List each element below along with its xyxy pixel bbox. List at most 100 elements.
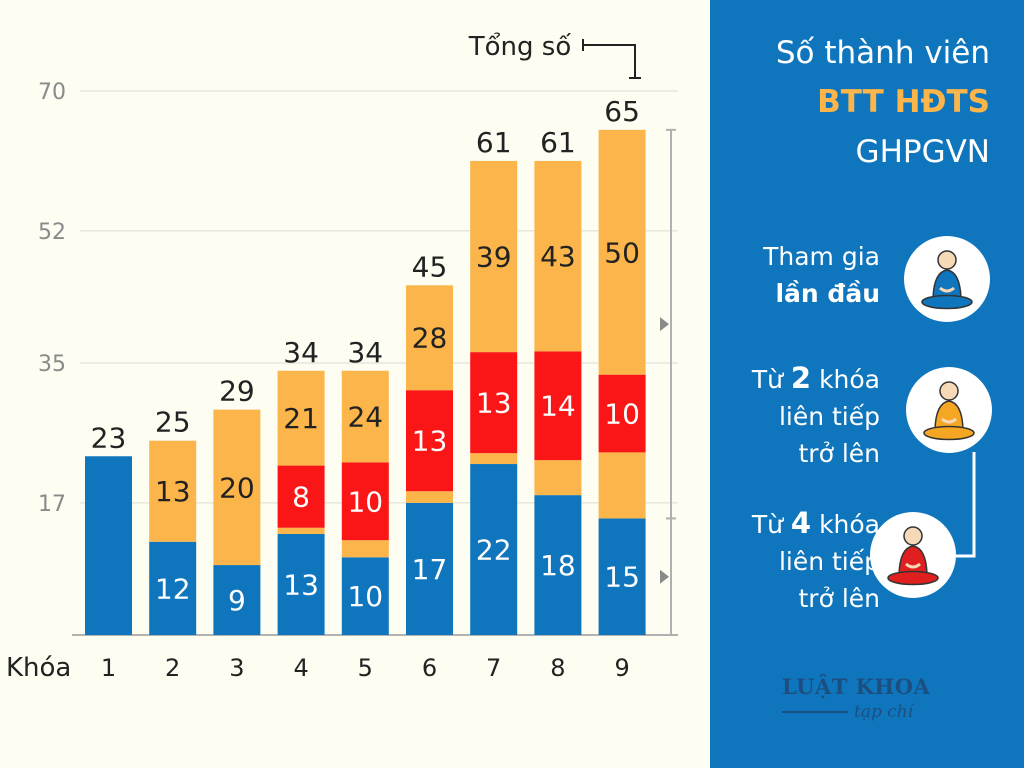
bar-segment-s1 [470, 464, 518, 635]
bar-segment-s2 [598, 452, 646, 519]
segment-label: 43 [540, 240, 576, 273]
bar-segment-s1 [534, 495, 582, 635]
bar-segment-s1 [213, 565, 261, 635]
panel-title-line-1: Số thành viên [775, 35, 990, 71]
x-tick-label: 3 [229, 654, 244, 682]
bar-segment-s2 [406, 491, 453, 503]
segment-label: 22 [476, 534, 512, 567]
legend-four-terms-line2: liên tiếp [778, 547, 880, 576]
segment-label: 10 [347, 580, 383, 613]
segment-label: 13 [412, 425, 448, 458]
segment-label: 8 [292, 481, 310, 514]
bar-segment-s1 [406, 502, 453, 635]
total-label-connector [583, 44, 636, 78]
segment-label: 50 [604, 236, 640, 269]
legend-first-time: Tham gia lần đầu [763, 238, 880, 312]
bar-segment-s1 [85, 456, 132, 635]
bar-segment-s3 [534, 351, 582, 461]
segment-label: 12 [155, 572, 191, 605]
segment-label: 39 [476, 241, 512, 274]
bar-segment-s2 [341, 540, 389, 558]
bars-layer [85, 129, 646, 635]
bar-total-label: 34 [347, 336, 383, 369]
segment-label: 15 [604, 561, 640, 594]
segment-label: 24 [347, 401, 383, 434]
x-tick-label: 6 [422, 654, 437, 682]
bar-segment-s1 [277, 533, 325, 635]
bar-segment-s1 [149, 541, 197, 635]
bar-segment-s4 [406, 285, 453, 391]
bar-segment-s4 [277, 370, 325, 466]
bar-segment-s3 [598, 374, 646, 453]
monk-blue-robe-icon [904, 236, 990, 322]
legend-two-terms-post: khóa [819, 365, 880, 394]
x-tick-label: 1 [101, 654, 116, 682]
panel-title-line-2: BTT HĐTS [817, 84, 990, 120]
legend-four-terms: Từ 4 khóa liên tiếp trở lên [752, 505, 880, 617]
bracket-arrow-icon [660, 569, 669, 584]
bar-segment-s4 [534, 160, 582, 352]
bar-segment-s3 [341, 462, 389, 541]
bar-segment-s4 [341, 370, 389, 463]
bar-total-label: 45 [412, 250, 448, 283]
segment-label: 10 [347, 485, 383, 518]
bar-total-label: 34 [283, 336, 319, 369]
bar-segment-s4 [598, 129, 646, 375]
y-tick-label: 70 [38, 80, 66, 105]
luat-khoa-logo: LUẬT KHOA tạp chí [782, 674, 952, 722]
total-label-connector-cap [582, 39, 641, 79]
bar-segment-s1 [341, 557, 389, 635]
legend-four-terms-pre: Từ [751, 510, 783, 539]
bar-segment-s2 [149, 440, 197, 542]
x-axis-label: Khóa [6, 653, 71, 683]
bar-segment-s2 [277, 527, 325, 534]
x-tick-label: 4 [293, 654, 308, 682]
labels-layer: 23 12 13 25 9 20 29 13 8 21 34 10 10 24 34 17 13 28 45 22 13… [91, 95, 640, 617]
legend-first-time-line2: lần đầu [775, 279, 880, 308]
legend-two-terms-pre: Từ [751, 365, 783, 394]
bar-total-label: 65 [604, 95, 640, 128]
logo-main-text: LUẬT KHOA [782, 674, 931, 699]
panel-title-line-3: GHPGVN [855, 134, 990, 170]
segment-label: 20 [219, 471, 255, 504]
segment-label: 21 [283, 402, 319, 435]
x-tick-label: 7 [486, 654, 501, 682]
legend-two-terms-line3: trở lên [798, 439, 881, 468]
segment-label: 28 [412, 322, 448, 355]
side-panel: Số thành viên BTT HĐTS GHPGVN Tham gia l… [710, 0, 1024, 768]
logo-sub-text: tạp chí [854, 702, 914, 722]
legend-two-terms-line2: liên tiếp [778, 402, 880, 431]
bar-total-label: 25 [155, 406, 191, 439]
x-tick-label: 8 [550, 654, 565, 682]
x-tick-label: 5 [358, 654, 373, 682]
bar-segment-s4 [470, 160, 518, 353]
segment-label: 13 [476, 387, 512, 420]
range-bracket [660, 128, 676, 636]
bar-segment-s3 [277, 465, 325, 528]
segment-label: 13 [155, 475, 191, 508]
segment-label: 17 [412, 553, 448, 586]
bar-segment-s3 [470, 352, 518, 454]
legend-four-terms-line3: trở lên [798, 584, 881, 613]
segment-label: 13 [283, 568, 319, 601]
x-axis: Khóa 1 2 3 4 5 6 7 8 9 [6, 653, 630, 683]
bar-segment-s2 [213, 409, 261, 566]
bar-segment-s2 [470, 453, 518, 465]
legend-first-time-line1: Tham gia [763, 242, 880, 271]
bar-total-label: 61 [476, 126, 512, 159]
monk-red-robe-icon [870, 512, 956, 598]
bar-total-label: 29 [219, 375, 255, 408]
bar-segment-s1 [598, 518, 646, 635]
bar-total-label: 61 [540, 126, 576, 159]
legend-two-terms-number: 2 [790, 361, 812, 395]
bracket-arrow-icon [660, 317, 669, 332]
segment-label: 9 [228, 584, 246, 617]
monk-orange-robe-icon [906, 367, 992, 453]
x-tick-label: 2 [165, 654, 180, 682]
y-tick-label: 35 [38, 352, 66, 377]
segment-label: 10 [604, 398, 640, 431]
total-label: Tổng số [468, 31, 572, 62]
legend-two-terms: Từ 2 khóa liên tiếp trở lên [752, 360, 880, 472]
bar-total-label: 23 [91, 421, 127, 454]
